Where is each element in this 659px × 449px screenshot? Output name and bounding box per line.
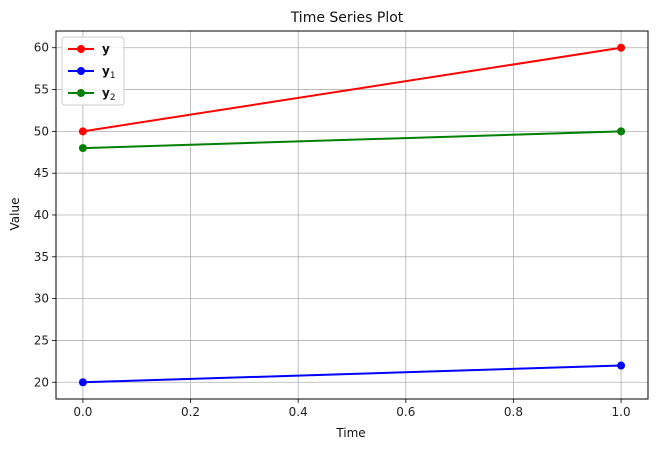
data-point-y — [617, 43, 626, 52]
grid — [56, 31, 648, 399]
data-point-y — [78, 127, 87, 136]
legend-label-y1: y1 — [102, 64, 116, 81]
y-axis-label: Value — [8, 198, 22, 231]
y-axis-ticks: 20 25 30 35 40 45 50 55 60 — [34, 41, 56, 389]
y-tick-label: 30 — [34, 292, 49, 306]
y-tick-label: 20 — [34, 375, 49, 389]
legend-marker-y2 — [77, 89, 85, 97]
y-tick-label: 60 — [34, 41, 49, 55]
plot-lines — [78, 43, 626, 387]
legend-label-y: y — [102, 42, 110, 56]
data-point-y1 — [617, 361, 626, 370]
x-tick-label: 0.4 — [289, 405, 308, 419]
legend-marker-y — [77, 45, 85, 53]
series-line-y — [82, 46, 622, 133]
x-tick-label: 0.6 — [396, 405, 415, 419]
chart-title: Time Series Plot — [290, 10, 404, 26]
y-tick-label: 50 — [34, 124, 49, 138]
y-tick-label: 40 — [34, 208, 49, 222]
data-point-y2 — [78, 144, 87, 153]
y-tick-label: 25 — [34, 333, 49, 347]
y-tick-label: 55 — [34, 83, 49, 97]
x-tick-label: 1.0 — [612, 405, 631, 419]
legend: y y1 y2 — [61, 36, 125, 106]
data-point-y1 — [78, 378, 87, 387]
data-point-y2 — [617, 127, 626, 136]
legend-label-y2: y2 — [102, 86, 116, 103]
y-tick-label: 35 — [34, 250, 49, 264]
y-tick-label: 45 — [34, 166, 49, 180]
x-tick-label: 0.8 — [504, 405, 523, 419]
legend-marker-y1 — [77, 67, 85, 75]
x-axis-label: Time — [335, 426, 365, 440]
x-tick-label: 0.0 — [73, 405, 92, 419]
series-line-y1 — [82, 364, 622, 384]
x-tick-label: 0.2 — [181, 405, 200, 419]
x-axis-ticks: 0.0 0.2 0.4 0.6 0.8 1.0 — [73, 399, 631, 419]
series-line-y2 — [82, 130, 622, 150]
